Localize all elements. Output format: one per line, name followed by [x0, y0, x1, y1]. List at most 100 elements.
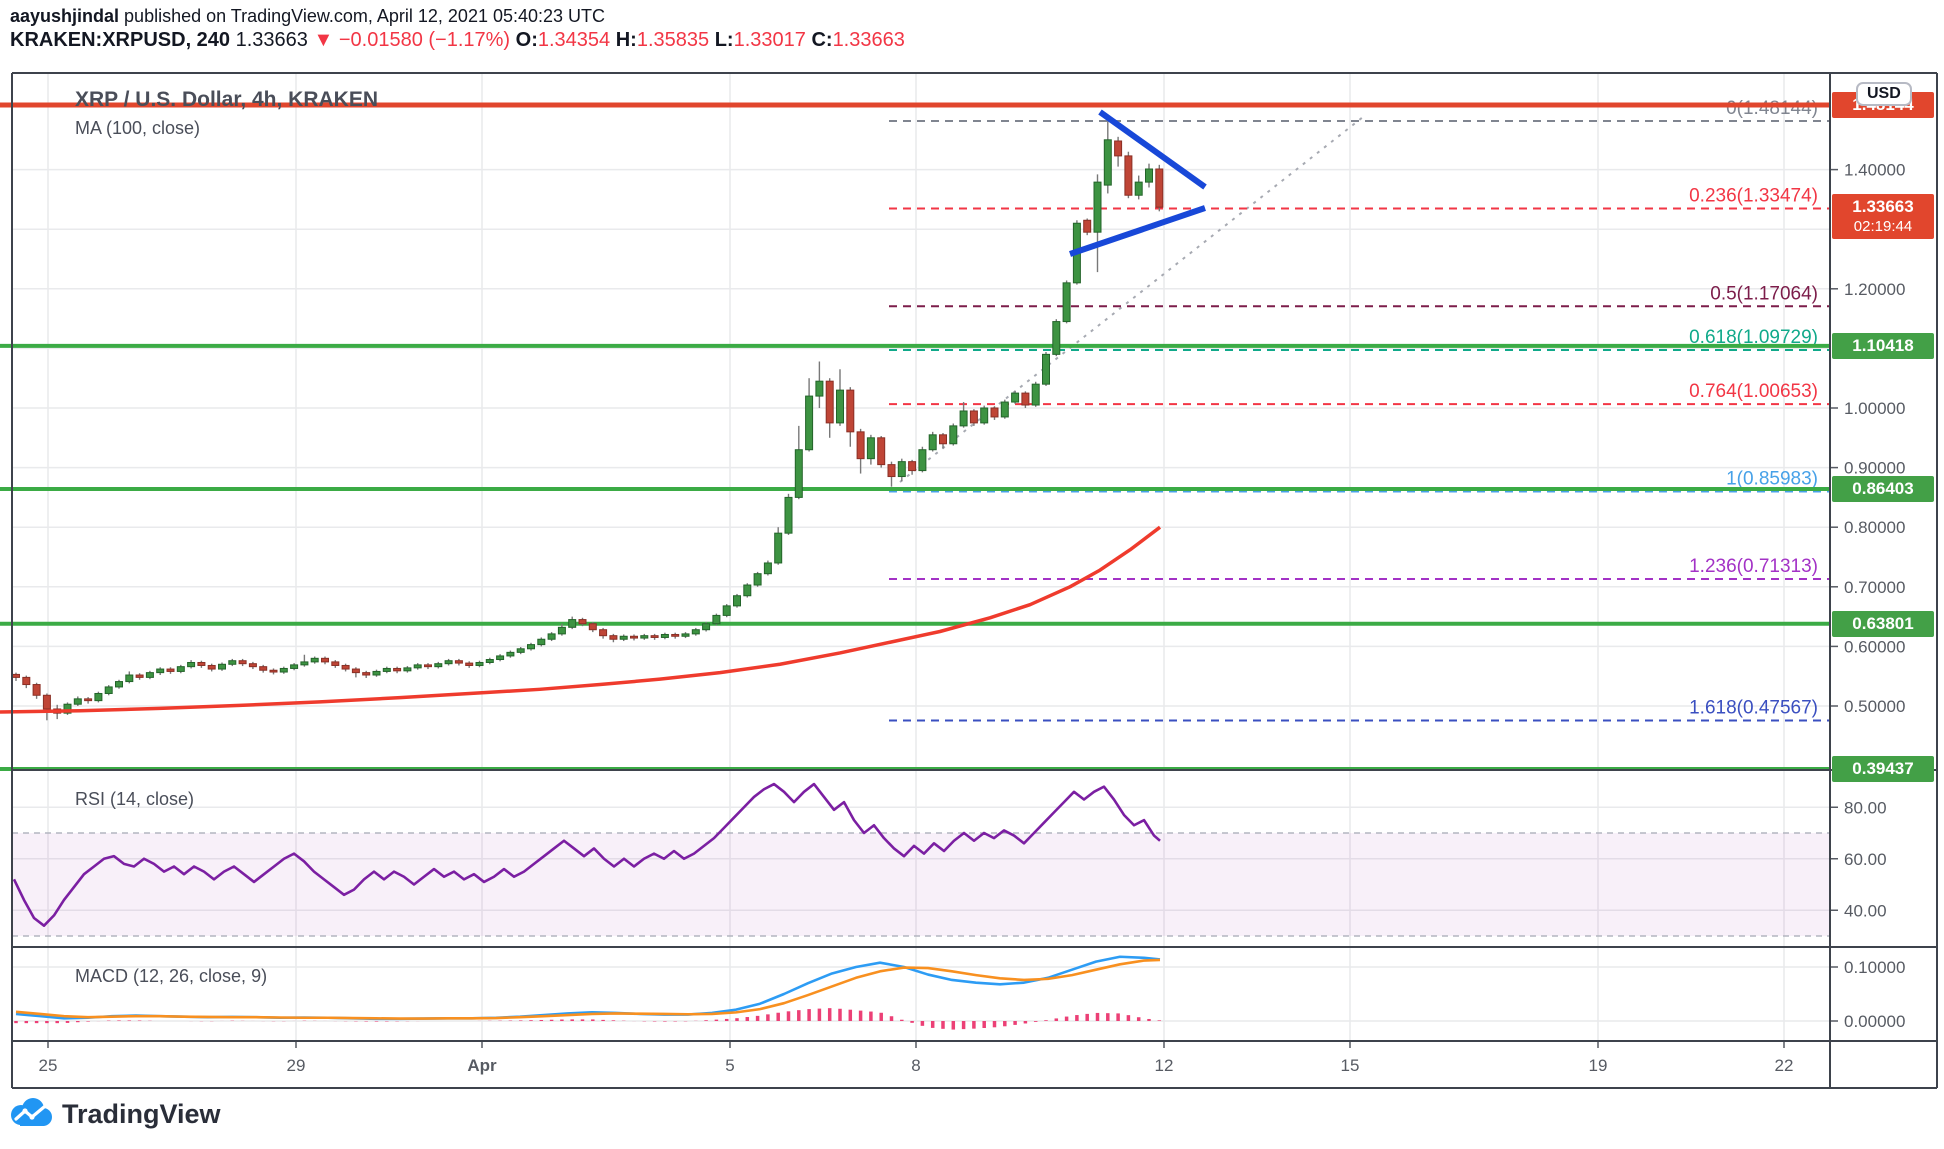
last-price: 1.33663 [235, 29, 308, 51]
candle-up [403, 667, 412, 672]
price-tick-label: 0.70000 [1844, 578, 1905, 597]
candle-up [980, 407, 989, 424]
level-price-badge: 0.39437 [1832, 756, 1934, 782]
price-tick-label: 1.20000 [1844, 280, 1905, 299]
rsi-tick-label: 60.00 [1844, 850, 1887, 869]
candle-up [496, 655, 505, 661]
time-tick-label: 22 [1775, 1056, 1794, 1075]
tradingview-brand-text[interactable]: TradingView [62, 1098, 221, 1129]
symbol-name[interactable]: KRAKEN:XRPUSD, 240 [10, 29, 231, 51]
candle-up [310, 657, 319, 663]
close-value: 1.33663 [832, 29, 905, 51]
low-value: 1.33017 [733, 29, 806, 51]
candle-up [918, 449, 927, 472]
candle-down [1124, 155, 1133, 196]
low-label: L: [714, 29, 734, 51]
badge-price-text: 0.63801 [1852, 614, 1914, 633]
candle-down [166, 668, 175, 672]
currency-toggle-button[interactable]: USD [1856, 82, 1912, 106]
tradingview-footer: TradingView [8, 1097, 221, 1131]
candle-up [1103, 139, 1112, 186]
rsi-band [12, 833, 1830, 936]
candle-up [176, 666, 185, 672]
candle-up [774, 532, 783, 564]
candle-up [485, 659, 494, 663]
tradingview-logo-icon [11, 1098, 52, 1126]
candle-up [444, 660, 453, 665]
fib-level-label: 1.236(0.71313) [1689, 556, 1818, 577]
price-change: −0.01580 (−1.17%) [338, 29, 511, 51]
author-name: aayushjindal [10, 6, 120, 26]
candle-down [424, 664, 432, 668]
candle-down [22, 676, 31, 686]
candle-up [866, 437, 875, 460]
candle-up [279, 667, 288, 673]
level-price-badge: 1.10418 [1832, 333, 1934, 359]
rsi-line [12, 782, 1161, 928]
candle-up [382, 667, 391, 672]
candle-up [836, 389, 844, 424]
candle-up [125, 674, 134, 683]
candle-up [156, 668, 165, 674]
candle-up [300, 661, 309, 666]
fib-level-label: 1(0.85983) [1726, 469, 1818, 490]
open-value: 1.34354 [537, 29, 611, 51]
time-tick-label: 5 [725, 1056, 734, 1075]
badge-price-text: 0.39437 [1852, 759, 1914, 778]
candle-down [825, 380, 834, 424]
fib-level-label: 0.5(1.17064) [1710, 283, 1818, 304]
candle-down [1114, 140, 1123, 157]
candle-down [207, 664, 216, 670]
close-label: C: [811, 29, 833, 51]
candle-up [228, 660, 237, 665]
time-tick-label: 8 [911, 1056, 920, 1075]
rsi-tick-label: 80.00 [1844, 798, 1887, 817]
candle-up [290, 664, 299, 669]
price-tick-label: 1.00000 [1844, 399, 1905, 418]
candle-down [197, 661, 206, 666]
candle-down [990, 407, 999, 418]
candle-up [1031, 383, 1040, 406]
candle-up [681, 633, 690, 637]
candle-down [650, 635, 659, 638]
candle-down [887, 464, 896, 478]
candle-up [1052, 321, 1061, 355]
candle-up [1042, 353, 1050, 385]
badge-price-text: 0.86403 [1852, 479, 1914, 498]
candle-down [939, 434, 947, 445]
candle-down [32, 684, 41, 696]
candle-up [949, 425, 958, 445]
candle-down [856, 431, 865, 460]
candle-down [248, 663, 257, 668]
candle-up [145, 672, 154, 678]
candle-up [187, 661, 196, 668]
candle-up [94, 692, 103, 702]
candle-down [321, 657, 329, 663]
candle-down [84, 698, 93, 702]
publish-text: published on TradingView.com, April 12, … [119, 6, 606, 26]
time-tick-label: 15 [1341, 1056, 1360, 1075]
candle-up [568, 619, 577, 628]
time-tick-label: Apr [467, 1056, 497, 1075]
candle-down [269, 669, 278, 673]
candle-up [63, 703, 72, 714]
candle-down [362, 672, 371, 676]
publish-info: aayushjindal published on TradingView.co… [10, 6, 605, 27]
candle-down [1155, 168, 1164, 208]
candle-up [1062, 282, 1071, 323]
candle-up [557, 626, 566, 635]
candle-up [722, 605, 731, 616]
fib-level-label: 1.618(0.47567) [1689, 698, 1818, 719]
candle-up [805, 395, 814, 451]
candle-up [702, 623, 711, 631]
candle-down [588, 623, 597, 631]
fib-level-label: 0.764(1.00653) [1689, 381, 1818, 402]
candle-down [135, 674, 144, 678]
trendline [1098, 109, 1207, 190]
badge-price-text: 1.10418 [1852, 336, 1914, 355]
price-tick-label: 1.40000 [1844, 161, 1905, 180]
candle-down [42, 694, 51, 710]
time-tick-label: 29 [287, 1056, 306, 1075]
